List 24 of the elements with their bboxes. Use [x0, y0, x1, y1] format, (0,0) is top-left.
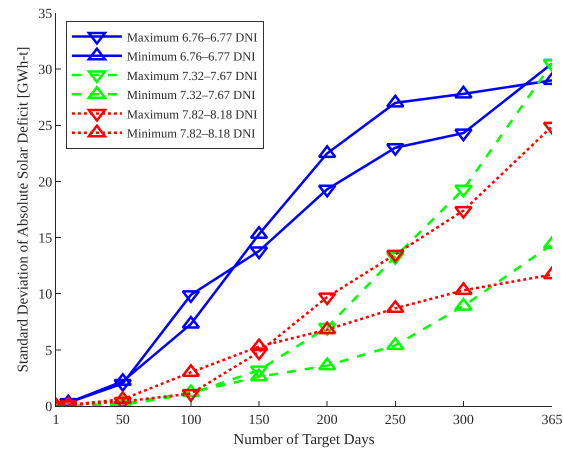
legend-label: Minimum 7.32–7.67 DNI [126, 88, 256, 102]
legend-label: Maximum 7.82–8.18 DNI [126, 107, 258, 122]
y-tick-label: 20 [38, 175, 52, 190]
x-tick-label: 200 [316, 412, 338, 428]
y-tick-label: 35 [38, 6, 52, 22]
y-axis-title: Standard Deviation of Absolute Solar Deficit [GWh-t] [15, 46, 32, 372]
legend-label: Maximum 6.76–6.77 DNI [126, 30, 258, 44]
y-tick-label: 10 [38, 288, 52, 303]
x-axis-title: Number of Target Days [233, 432, 375, 448]
x-tick-label: 100 [180, 412, 202, 428]
x-tick-label: 1 [52, 412, 60, 428]
x-tick-label: 365 [542, 412, 562, 428]
legend-label: Maximum 7.32–7.67 DNI [126, 68, 258, 83]
x-tick-label: 150 [248, 412, 270, 428]
y-tick-label: 5 [45, 344, 52, 359]
y-tick-label: 30 [38, 63, 52, 78]
x-tick-label: 300 [452, 412, 474, 428]
legend-label: Minimum 7.82–8.18 DNI [126, 126, 256, 141]
legend-label: Minimum 6.76–6.77 DNI [126, 50, 256, 64]
y-tick-label: 25 [38, 119, 52, 134]
y-tick-label: 0 [45, 400, 52, 415]
x-tick-label: 50 [116, 412, 130, 428]
x-tick-label: 250 [384, 412, 406, 428]
y-tick-label: 15 [38, 231, 52, 246]
